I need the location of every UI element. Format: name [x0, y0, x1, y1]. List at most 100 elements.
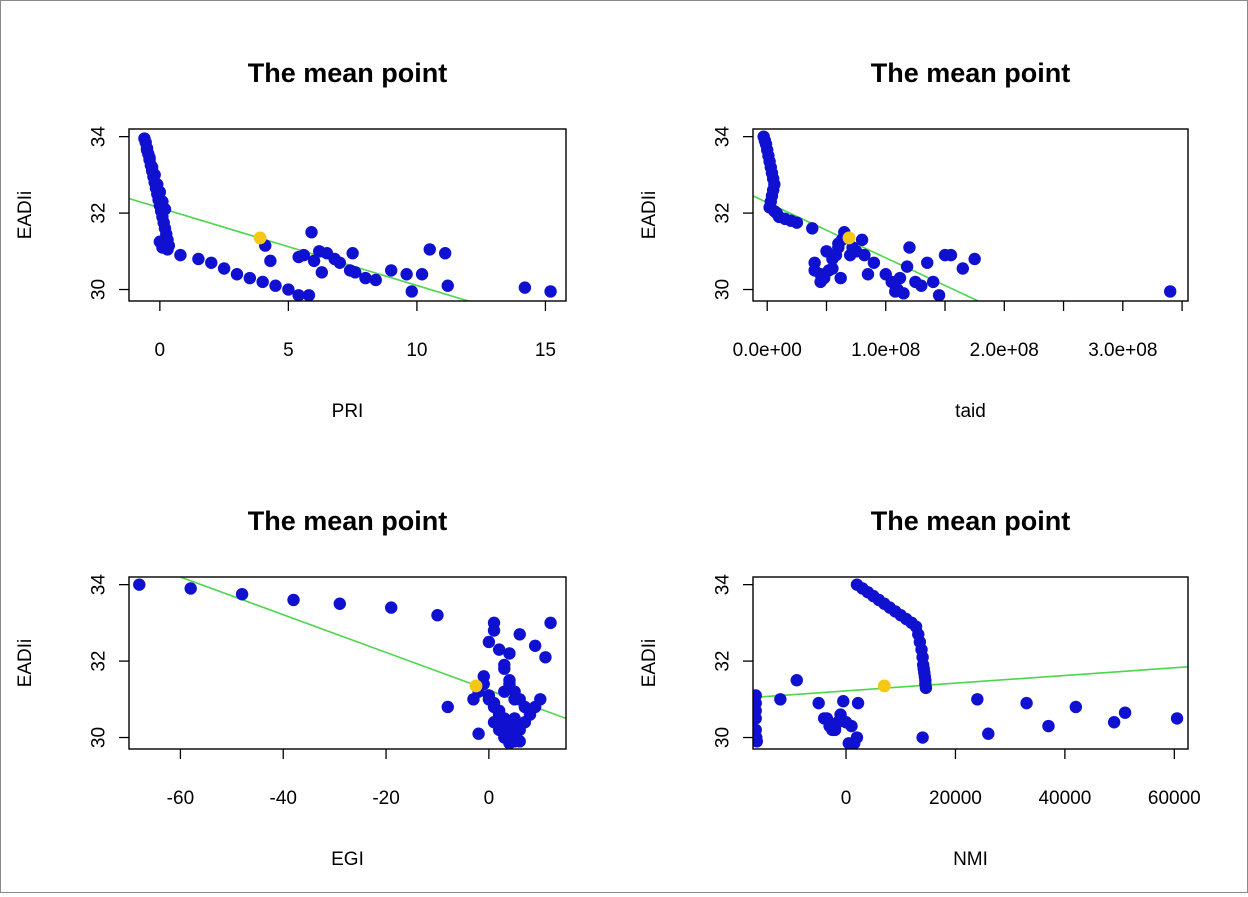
- chart-title: The mean point: [248, 58, 448, 88]
- data-point: [349, 266, 362, 279]
- y-axis-label: EADIi: [639, 191, 660, 240]
- data-point: [753, 712, 762, 725]
- x-tick-label: 1.0e+08: [851, 340, 920, 361]
- data-point: [498, 719, 511, 733]
- x-tick-label: 3.0e+08: [1088, 340, 1157, 361]
- chart-title: The mean point: [248, 506, 448, 536]
- plot-box: [128, 576, 567, 750]
- data-point: [292, 289, 305, 301]
- x-axis-label: NMI: [953, 849, 988, 870]
- y-axis-label: EADIi: [15, 191, 36, 240]
- data-point: [1069, 700, 1083, 714]
- data-point: [513, 628, 526, 641]
- x-axis-label: PRI: [332, 401, 364, 422]
- data-point: [143, 151, 156, 164]
- scatter-panel-3: The mean point EGI EADIi -60 -40 -20 0 30 32 34: [15, 506, 567, 870]
- data-point: [1164, 285, 1177, 298]
- data-point: [441, 700, 454, 714]
- plot-area: [133, 577, 566, 749]
- data-point: [1170, 712, 1184, 725]
- data-point: [438, 247, 452, 260]
- regression-line: [753, 195, 979, 301]
- data-point: [256, 275, 269, 289]
- data-point: [492, 643, 506, 656]
- x-tick-label: 0: [484, 788, 495, 809]
- data-point: [1020, 696, 1033, 710]
- y-tick-label: 34: [713, 574, 734, 596]
- plot-area: [753, 130, 1177, 301]
- data-point: [867, 256, 881, 269]
- y-tick-label: 32: [713, 203, 734, 224]
- x-tick-label: -40: [270, 788, 297, 809]
- data-point: [415, 268, 429, 281]
- data-point: [405, 285, 418, 298]
- data-point: [1118, 706, 1132, 719]
- data-point: [508, 712, 521, 725]
- data-point: [148, 168, 161, 182]
- data-point: [158, 203, 172, 216]
- data-point: [305, 226, 318, 239]
- data-point: [333, 256, 346, 269]
- data-point: [944, 248, 958, 262]
- data-point: [153, 185, 167, 199]
- data-point: [498, 685, 511, 698]
- data-point: [837, 695, 850, 708]
- x-tick-label: 5: [283, 340, 294, 361]
- y-tick-label: 30: [713, 279, 734, 300]
- y-tick-label: 34: [89, 574, 110, 596]
- data-point: [264, 254, 277, 268]
- data-point: [174, 248, 187, 262]
- data-point: [423, 243, 436, 256]
- data-point: [926, 275, 940, 289]
- data-point: [472, 727, 485, 740]
- x-tick-label: 0: [841, 788, 852, 809]
- data-point: [315, 266, 328, 279]
- data-point: [956, 262, 969, 275]
- data-point: [971, 693, 984, 706]
- x-axis-label: EGI: [331, 849, 364, 870]
- y-tick-label: 34: [713, 126, 734, 148]
- plot-area: [753, 578, 1188, 749]
- data-point: [897, 287, 910, 300]
- data-point: [297, 248, 310, 262]
- data-point: [477, 670, 490, 683]
- data-point: [133, 578, 146, 591]
- scatter-panel-4: The mean point NMI EADIi 0 20000 40000 60000 30…: [639, 506, 1201, 870]
- mean-point: [253, 231, 267, 245]
- data-point: [861, 268, 875, 281]
- data-point: [369, 273, 382, 287]
- y-tick-label: 34: [89, 126, 110, 148]
- y-tick-label: 30: [89, 279, 110, 300]
- data-point: [921, 256, 934, 269]
- x-tick-label: 0: [155, 340, 166, 361]
- data-point: [858, 248, 871, 262]
- data-point: [503, 647, 516, 660]
- data-point: [826, 262, 839, 275]
- data-point: [385, 601, 398, 614]
- data-point: [269, 279, 282, 292]
- scatter-panel-2: The mean point taid EADIi 0.0e+00 1.0e+08 2.0…: [639, 58, 1189, 422]
- data-point: [932, 289, 946, 301]
- x-axis-label: taid: [955, 401, 986, 422]
- data-point: [243, 271, 257, 285]
- data-point: [544, 616, 557, 630]
- data-point: [832, 241, 845, 254]
- plot-box: [752, 576, 1189, 750]
- data-point: [498, 662, 511, 675]
- data-point: [544, 285, 557, 298]
- data-point: [431, 609, 444, 622]
- y-tick-label: 30: [713, 727, 734, 748]
- y-axis-label: EADIi: [15, 639, 36, 688]
- y-tick-label: 32: [89, 651, 110, 672]
- data-point: [855, 233, 869, 247]
- mean-point: [842, 231, 856, 245]
- data-point: [184, 582, 197, 595]
- regression-line: [129, 197, 469, 301]
- data-point: [826, 252, 839, 266]
- data-point: [851, 696, 865, 710]
- data-point: [812, 696, 825, 710]
- x-tick-label: 15: [535, 340, 556, 361]
- x-tick-label: 0.0e+00: [733, 340, 802, 361]
- data-point: [893, 271, 907, 285]
